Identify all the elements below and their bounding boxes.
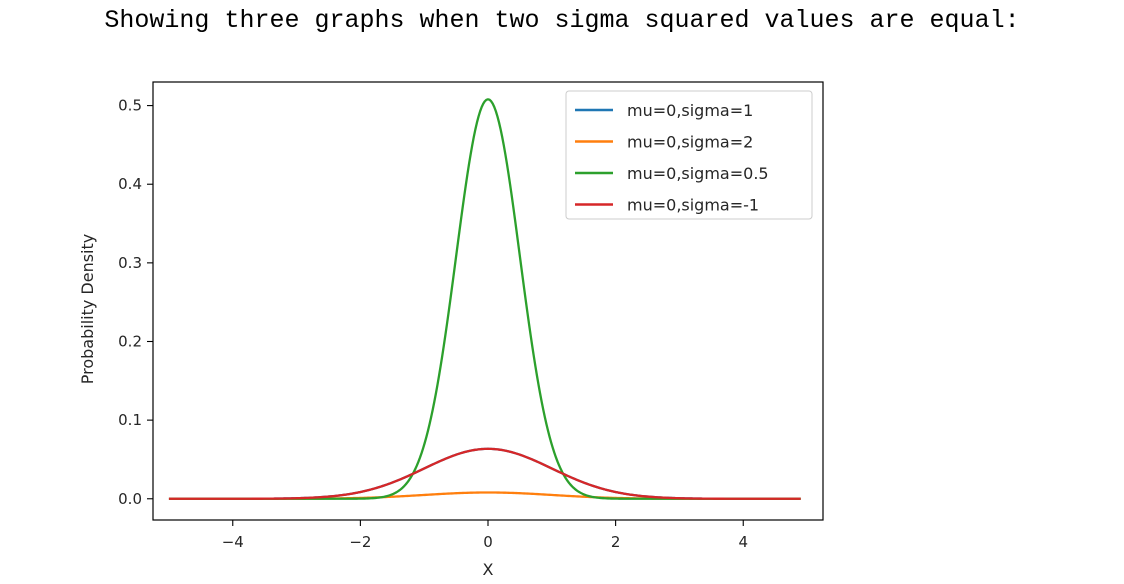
- y-tick-label: 0.4: [118, 175, 142, 193]
- legend-entry: mu=0,sigma=0.5: [627, 164, 769, 183]
- series-line: [168, 447, 801, 500]
- x-tick-label: 2: [611, 533, 621, 551]
- plot-lines: [168, 98, 801, 500]
- y-tick-label: 0.1: [118, 411, 142, 429]
- y-axis: 0.0 0.1 0.2 0.3 0.4 0.5: [118, 97, 153, 508]
- page-heading: Showing three graphs when two sigma squa…: [104, 6, 1020, 35]
- y-tick-label: 0.0: [118, 490, 142, 508]
- x-axis-label: X: [483, 560, 494, 579]
- y-tick-label: 0.2: [118, 332, 142, 350]
- x-tick-label: −4: [222, 533, 244, 551]
- x-axis: −4 −2 0 2 4: [222, 520, 748, 551]
- legend-entry: mu=0,sigma=-1: [627, 196, 759, 215]
- y-tick-label: 0.5: [118, 97, 142, 115]
- series-line: [168, 447, 801, 500]
- legend-entry: mu=0,sigma=1: [627, 101, 753, 120]
- legend-entry: mu=0,sigma=2: [627, 133, 753, 152]
- x-tick-label: 4: [738, 533, 748, 551]
- x-tick-label: 0: [483, 533, 493, 551]
- y-axis-label: Probability Density: [78, 234, 97, 385]
- y-tick-label: 0.3: [118, 254, 142, 272]
- legend-box: [565, 90, 813, 220]
- legend: mu=0,sigma=1 mu=0,sigma=2 mu=0,sigma=0.5 mu…: [565, 90, 813, 220]
- x-tick-label: −2: [349, 533, 371, 551]
